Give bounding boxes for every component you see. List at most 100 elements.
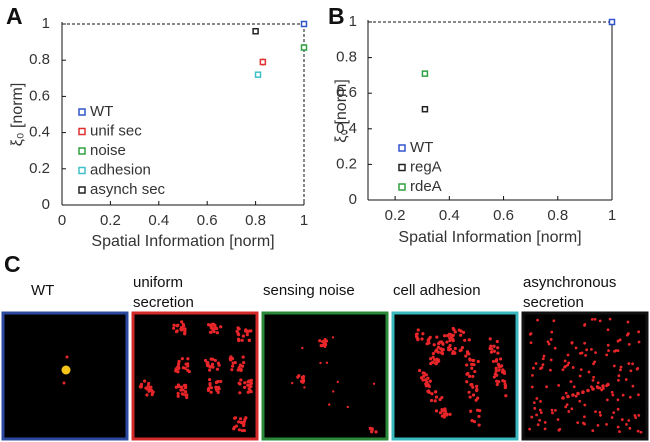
cell [453, 346, 457, 351]
image-label: uniform [133, 274, 183, 291]
cell [611, 393, 615, 397]
cell [187, 369, 191, 374]
cell [209, 330, 213, 334]
cell [145, 387, 149, 391]
cell [238, 391, 242, 395]
x-axis-label: Spatial Information [norm] [91, 233, 274, 250]
cell [587, 370, 591, 374]
cell [440, 395, 444, 400]
cell [238, 363, 243, 367]
cell [208, 378, 212, 382]
cell [616, 425, 620, 429]
cell [617, 378, 620, 382]
cell [180, 392, 184, 396]
cell [625, 333, 629, 337]
x-tick-label: 0.6 [197, 212, 218, 229]
cell [583, 403, 587, 407]
cell [496, 362, 501, 366]
cell [616, 398, 620, 402]
cell [499, 357, 503, 361]
legend-marker [78, 166, 86, 175]
cell [541, 357, 545, 361]
cell [452, 350, 456, 355]
cell [583, 323, 586, 327]
cell [237, 420, 241, 424]
cell [447, 332, 452, 336]
cell [469, 383, 473, 387]
cell [174, 385, 178, 389]
cell [431, 351, 435, 356]
cell [531, 373, 534, 377]
cell [431, 355, 435, 359]
point [300, 44, 308, 51]
cell [206, 388, 211, 392]
cell [442, 415, 447, 419]
cell [430, 392, 434, 396]
cell [180, 357, 184, 361]
legend-marker [78, 186, 86, 194]
y-tick-label: 0.4 [336, 120, 357, 137]
cell [606, 382, 610, 387]
cell [598, 319, 602, 323]
cell [628, 426, 632, 430]
cell [627, 419, 631, 422]
cell [502, 369, 506, 374]
x-tick-label: 1 [300, 212, 308, 229]
image-label: cell adhesion [393, 282, 481, 299]
cell [551, 411, 554, 415]
x-tick-label: 0.4 [439, 207, 460, 224]
cell [637, 340, 641, 344]
cell [325, 361, 329, 364]
snapshot-frame [261, 311, 389, 441]
x-axis-label: Spatial Information [norm] [398, 229, 581, 246]
cell [530, 415, 534, 419]
cell [445, 413, 449, 417]
cell [532, 366, 535, 370]
cell [459, 348, 463, 352]
cell [243, 385, 247, 389]
cell [538, 408, 542, 412]
legend-label: noise [90, 142, 126, 159]
cell [619, 365, 623, 369]
legend-label: adhesion [90, 161, 151, 178]
cell [475, 387, 479, 392]
cell [627, 362, 631, 365]
image-label: sensing noise [263, 282, 355, 299]
cell [470, 366, 474, 370]
cell [468, 358, 472, 362]
cell [237, 428, 241, 432]
legend-marker [78, 147, 86, 155]
cell [596, 385, 600, 390]
cell [429, 398, 434, 403]
cell [242, 361, 246, 365]
cell [426, 338, 431, 342]
cell [433, 399, 437, 403]
cell [237, 365, 241, 370]
cell [245, 333, 249, 337]
cell [424, 384, 428, 388]
cell [244, 416, 248, 420]
cell [591, 378, 595, 382]
cell [460, 346, 465, 350]
cell [238, 382, 242, 386]
cell [620, 418, 624, 421]
cell [438, 340, 442, 344]
cell [368, 426, 372, 430]
cell [564, 405, 568, 409]
cell [346, 405, 349, 409]
cell [610, 390, 614, 394]
cell [176, 394, 180, 398]
cell [436, 350, 440, 354]
cell [553, 346, 557, 350]
cell [448, 338, 452, 343]
cell [213, 358, 217, 363]
cell [175, 329, 179, 333]
cell [471, 362, 475, 367]
cell [495, 339, 499, 344]
cell [214, 385, 218, 389]
cell [605, 353, 609, 357]
cell [436, 358, 441, 362]
cell [177, 362, 181, 366]
image-label: secretion [523, 294, 584, 311]
cell [540, 366, 544, 369]
